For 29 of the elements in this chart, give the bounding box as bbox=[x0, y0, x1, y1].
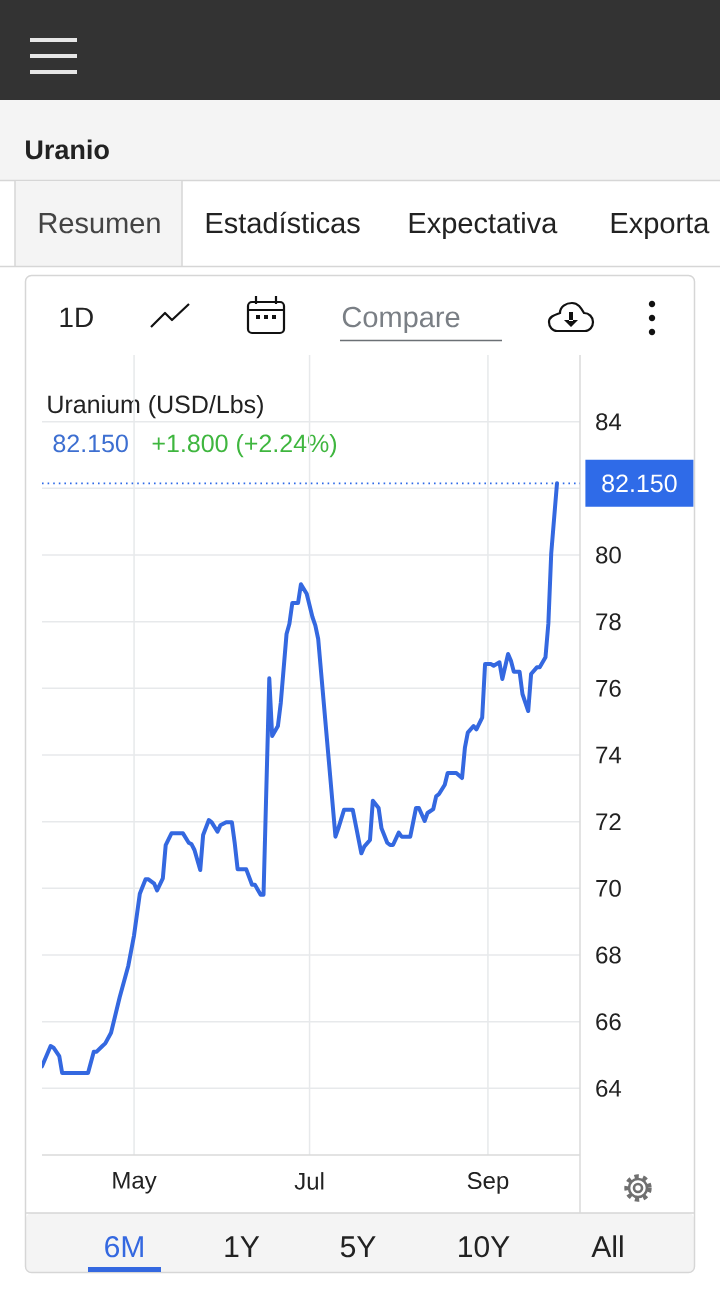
text: 10Y bbox=[459, 1236, 510, 1258]
x-tick-label: Jul bbox=[294, 1172, 324, 1190]
text: All bbox=[591, 1235, 623, 1258]
text: 1Y bbox=[225, 1236, 260, 1258]
y-tick-label: 76 bbox=[596, 679, 621, 697]
annotation: +1.800 (+2.24%) bbox=[152, 433, 337, 458]
text: Uranium (USD/Lbs) bbox=[48, 394, 263, 419]
text: Compare bbox=[342, 306, 460, 334]
text: 5Y bbox=[340, 1236, 376, 1258]
y-tick-label: 64 bbox=[596, 1079, 622, 1097]
y-tick-label: 84 bbox=[596, 413, 622, 431]
annotation: 82.150 bbox=[53, 434, 128, 453]
y-tick-label: 80 bbox=[596, 546, 621, 564]
text: 1D bbox=[60, 307, 93, 328]
y-tick-label: 68 bbox=[596, 946, 621, 964]
x-tick-label: Sep bbox=[467, 1172, 509, 1194]
text: Expectativa bbox=[409, 212, 558, 240]
y-tick-label: 78 bbox=[596, 613, 621, 631]
chart-title: Uranio bbox=[26, 139, 109, 160]
y-tick-label: 66 bbox=[596, 1013, 621, 1031]
text: Estadísticas bbox=[206, 211, 360, 234]
y-tick-label: 74 bbox=[596, 746, 622, 764]
text: Exporta bbox=[611, 213, 710, 240]
ref-line-label: 82.150 bbox=[602, 474, 677, 493]
text: 6M bbox=[105, 1236, 143, 1258]
x-tick-label: May bbox=[113, 1172, 157, 1194]
y-tick-label: 70 bbox=[596, 879, 621, 897]
text: Resumen bbox=[39, 213, 160, 234]
y-tick-label: 72 bbox=[596, 813, 621, 831]
